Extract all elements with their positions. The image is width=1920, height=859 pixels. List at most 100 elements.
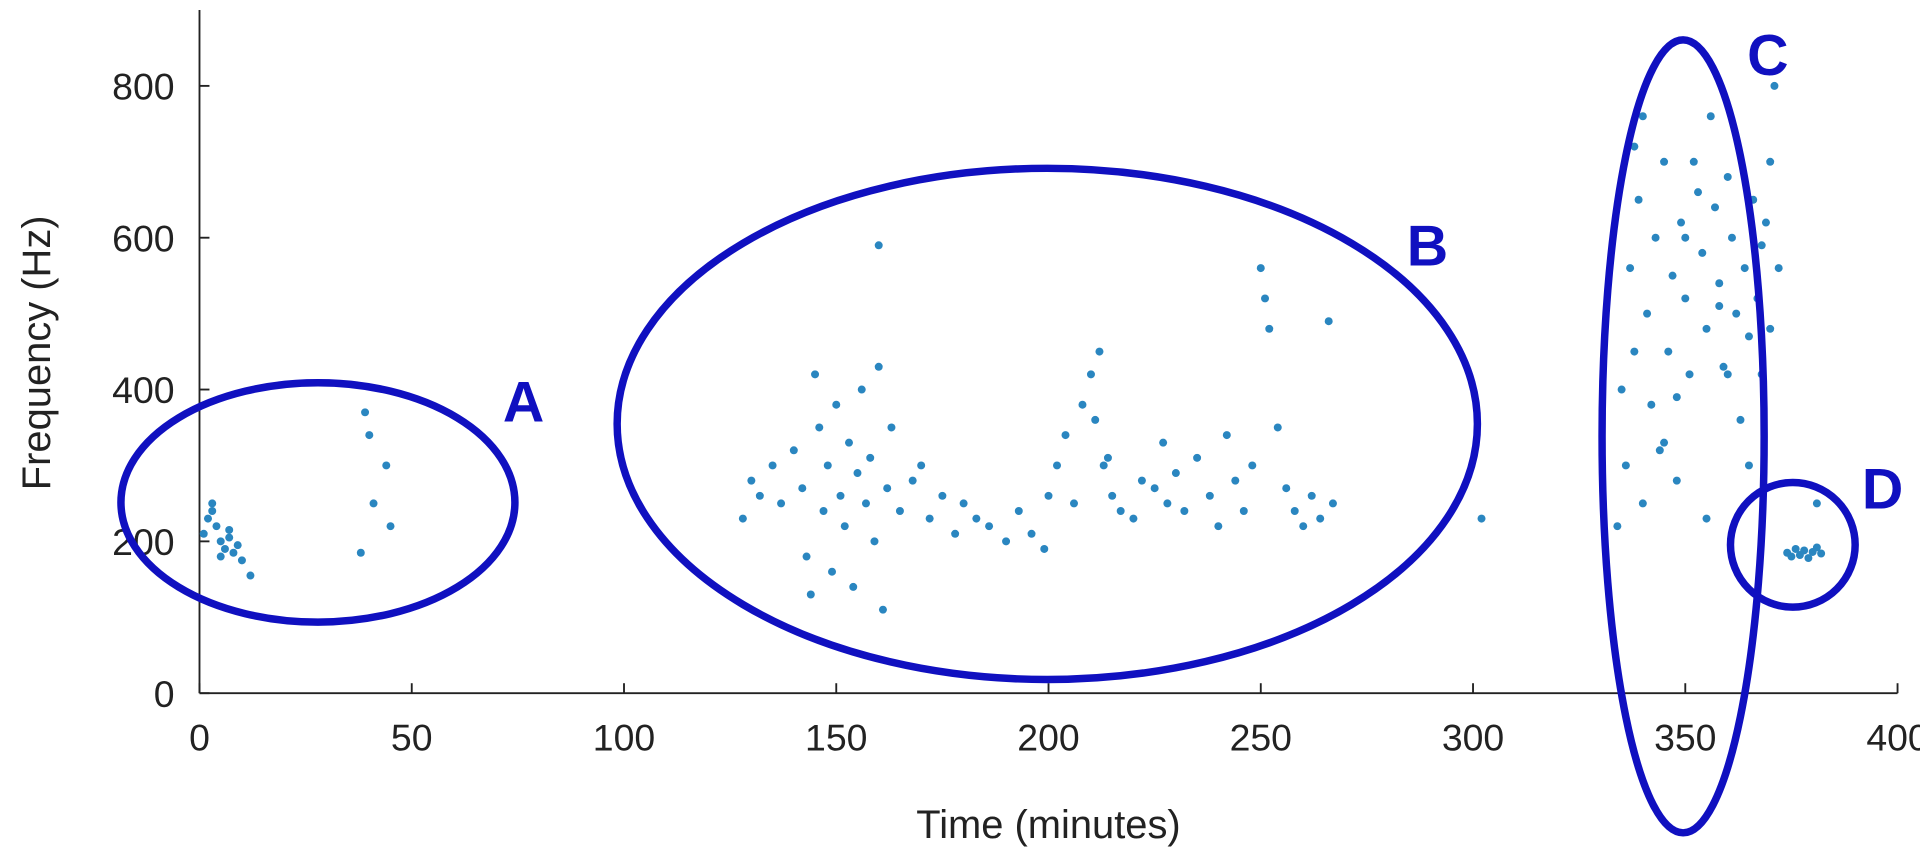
point <box>1711 203 1719 212</box>
point <box>212 522 221 531</box>
point <box>1040 544 1049 553</box>
point <box>1715 302 1724 311</box>
point <box>246 571 255 580</box>
point <box>1150 484 1159 493</box>
point <box>1014 507 1023 515</box>
point <box>845 438 853 447</box>
point <box>1740 264 1749 273</box>
point <box>789 446 798 455</box>
point <box>1180 507 1189 515</box>
point <box>1328 499 1337 508</box>
point <box>874 362 883 371</box>
point <box>1214 522 1223 531</box>
annotation-ellipse <box>1598 36 1768 837</box>
point <box>1647 400 1656 409</box>
point <box>369 499 378 508</box>
point <box>819 507 828 515</box>
point <box>1002 537 1011 546</box>
point <box>1638 499 1647 508</box>
point <box>1689 157 1698 166</box>
point <box>1613 522 1622 531</box>
annotation-label: A <box>503 370 544 434</box>
point <box>216 552 225 561</box>
x-tick-label: 150 <box>805 717 867 759</box>
point <box>972 514 981 523</box>
point <box>747 476 756 485</box>
x-tick-label: 100 <box>593 717 655 759</box>
point <box>1694 188 1703 197</box>
point <box>1651 233 1660 242</box>
point <box>828 567 837 576</box>
point <box>1702 514 1711 523</box>
point <box>1053 461 1061 470</box>
point <box>815 423 824 432</box>
point <box>1719 362 1728 371</box>
point <box>1116 507 1125 515</box>
point <box>1664 347 1673 356</box>
point <box>1099 461 1108 470</box>
point <box>203 514 212 523</box>
point <box>1299 522 1308 531</box>
point <box>1715 279 1724 288</box>
point <box>861 499 870 508</box>
point <box>1630 142 1639 151</box>
point <box>1069 499 1078 508</box>
point <box>356 548 365 557</box>
point <box>1744 461 1753 470</box>
point <box>1095 347 1104 356</box>
point <box>1617 385 1626 394</box>
point <box>1800 546 1809 555</box>
point <box>802 552 811 561</box>
point <box>1129 514 1138 523</box>
annotation-ellipse <box>613 164 1482 684</box>
point <box>1061 431 1070 440</box>
point <box>1660 438 1669 447</box>
point <box>1685 370 1694 379</box>
point <box>361 408 370 417</box>
point <box>1239 507 1248 515</box>
point <box>811 370 820 379</box>
point <box>908 476 917 485</box>
point <box>798 484 807 493</box>
point <box>878 605 887 614</box>
point <box>1732 309 1741 318</box>
point <box>1744 332 1753 341</box>
point <box>1316 514 1325 523</box>
point <box>1273 423 1282 432</box>
point <box>1727 233 1736 242</box>
y-tick-label: 0 <box>154 673 175 715</box>
point <box>1137 476 1146 485</box>
point <box>1086 370 1095 379</box>
annotation-ellipse <box>1726 478 1859 611</box>
y-tick-label: 600 <box>112 217 174 259</box>
point <box>1205 491 1214 500</box>
point <box>1672 393 1681 402</box>
point <box>1231 476 1240 485</box>
point <box>959 499 968 508</box>
point <box>1736 415 1745 424</box>
point <box>233 541 242 550</box>
point <box>883 484 892 493</box>
point <box>229 548 238 557</box>
point <box>382 461 391 470</box>
point <box>1027 529 1036 538</box>
point <box>220 544 229 553</box>
annotation-label: D <box>1862 458 1903 522</box>
x-tick-label: 400 <box>1866 717 1920 759</box>
point <box>1681 233 1690 242</box>
point <box>1761 218 1770 227</box>
point <box>938 491 947 500</box>
point <box>738 514 747 523</box>
point <box>1078 400 1087 409</box>
x-tick-label: 200 <box>1017 717 1079 759</box>
point <box>1757 241 1766 250</box>
point <box>1655 446 1664 455</box>
point <box>1812 543 1821 552</box>
point <box>1621 461 1630 470</box>
point <box>777 499 786 508</box>
point <box>199 529 208 538</box>
point <box>386 522 395 531</box>
point <box>1774 264 1783 273</box>
